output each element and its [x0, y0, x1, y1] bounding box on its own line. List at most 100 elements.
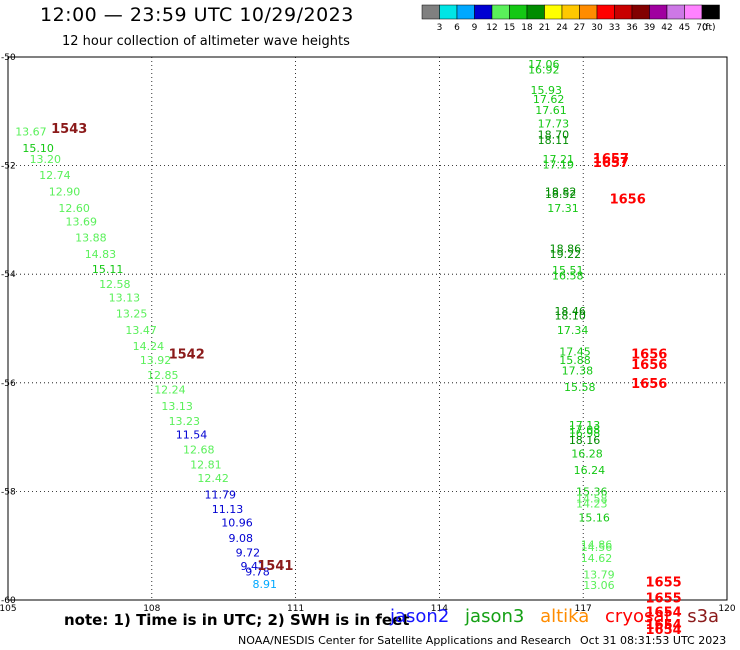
colorbar-label: 6	[454, 23, 460, 33]
pass-time-label: 1657	[593, 152, 629, 167]
swh-value-jason3: 17.21	[542, 153, 574, 166]
swh-value-jason3: 19.22	[550, 248, 582, 261]
pass-time-label: 1656	[631, 347, 667, 362]
y-tick-label: -50	[1, 53, 16, 63]
colorbar-label: 39	[644, 23, 656, 33]
swh-value-jason3: 15.58	[564, 381, 596, 394]
swh-value-jason3: 17.08	[569, 423, 601, 436]
colorbar-swatch	[614, 4, 633, 20]
chart-grid	[7, 56, 728, 601]
legend-jason2: jason2	[390, 606, 450, 627]
colorbar-swatch	[701, 4, 720, 20]
swh-value-s3a: 13.23	[169, 415, 201, 428]
swh-value-jason3: 14.86	[581, 538, 613, 551]
swh-value-s3a: 13.69	[66, 215, 98, 228]
colorbar-swatch	[456, 4, 475, 20]
y-tick-label: -56	[1, 379, 16, 389]
swh-value-s3a: 14.83	[85, 248, 117, 261]
colorbar-label: 12	[486, 23, 497, 33]
swh-value-s3a: 15.11	[92, 263, 124, 276]
colorbar-label: 33	[609, 23, 620, 33]
swh-value-s3a: 12.42	[197, 472, 229, 485]
colorbar-swatch	[474, 4, 493, 20]
pass-time-labels: 1543154215411657165716561656165616561655…	[51, 122, 682, 638]
colorbar-label: 21	[539, 23, 550, 33]
swh-value-jason3: 18.52	[545, 188, 577, 201]
chart-subtitle: 12 hour collection of altimeter wave hei…	[62, 34, 350, 49]
swh-value-s3a: 8.91	[252, 578, 277, 591]
pass-time-label: 1657	[593, 156, 629, 171]
colorbar-label: 42	[661, 23, 672, 33]
footer-timestamp: Oct 31 08:31:53 UTC 2023	[580, 634, 727, 647]
swh-value-jason3: 16.24	[574, 464, 606, 477]
colorbar-swatch	[561, 4, 580, 20]
swh-value-s3a: 9.41	[240, 560, 265, 573]
swh-value-jason3: 13.79	[583, 568, 615, 581]
colorbar-label: 45	[679, 23, 690, 33]
pass-time-label: 1654	[646, 605, 682, 620]
swh-value-s3a: 15.10	[22, 142, 53, 155]
colorbar-swatch	[421, 4, 440, 20]
x-tick-label: 120	[718, 604, 735, 614]
swh-value-jason3: 14.58	[576, 492, 608, 505]
colorbar-label: 3	[437, 23, 443, 33]
colorbar-label: 24	[556, 23, 568, 33]
y-tick-label: -60	[1, 596, 16, 606]
colorbar-label: 30	[591, 23, 603, 33]
colorbar-label: 36	[626, 23, 638, 33]
colorbar-swatch	[596, 4, 615, 20]
x-tick-label: 117	[575, 604, 592, 614]
swh-value-jason3: 15.88	[559, 354, 591, 367]
swh-value-jason3: 16.98	[569, 427, 601, 440]
swh-value-s3a: 12.74	[39, 169, 70, 182]
swh-value-jason3: 17.45	[559, 346, 591, 359]
satellite-legend: jason2 jason3 altika cryosat s3a	[390, 606, 729, 627]
swh-value-jason3: 14.56	[581, 541, 613, 554]
swh-value-s3a: 11.54	[176, 429, 208, 442]
swh-value-s3a: 13.20	[30, 153, 62, 166]
swh-value-s3a: 13.92	[140, 354, 172, 367]
swh-value-jason3: 15.93	[530, 84, 562, 97]
swh-value-s3a: 11.79	[205, 488, 237, 501]
swh-value-s3a: 12.58	[99, 278, 131, 291]
footnote: note: 1) Time is in UTC; 2) SWH is in fe…	[64, 611, 410, 629]
swh-value-jason3: 18.46	[554, 305, 586, 318]
swh-value-jason3: 18.10	[554, 309, 586, 322]
swh-value-jason3: 15.36	[576, 486, 608, 499]
colorbar-swatch	[526, 4, 545, 20]
pass-time-label: 1655	[646, 592, 682, 607]
swh-value-jason3: 17.31	[547, 202, 579, 215]
swh-value-s3a: 14.24	[133, 340, 165, 353]
colorbar-label: 18	[521, 23, 533, 33]
swh-value-jason3: 14.62	[581, 552, 613, 565]
swh-value-s3a: 12.81	[190, 459, 222, 472]
colorbar-unit: (ft)	[702, 23, 716, 33]
legend-altika: altika	[540, 606, 590, 627]
swh-value-s3a: 12.60	[58, 202, 90, 215]
colorbar-swatch	[544, 4, 563, 20]
swh-value-s3a: 9.78	[245, 566, 270, 579]
swh-value-jason3: 14.23	[576, 498, 608, 511]
colorbar-swatch	[509, 4, 528, 20]
chart-title: 12:00 — 23:59 UTC 10/29/2023	[40, 4, 354, 26]
colorbar-swatch	[649, 4, 668, 20]
swh-value-jason3: 17.19	[542, 158, 574, 171]
colorbar-label: 15	[504, 23, 515, 33]
x-axis-ticks: 105 108 111 114 117 120	[0, 604, 736, 614]
pass-time-label: 1656	[631, 358, 667, 373]
color-scale-legend: 3 6 9 12 15 18 21 24 27 30 33 36 39 42 45 70(ft)	[421, 4, 720, 33]
swh-value-jason3: 16.92	[528, 63, 560, 76]
swh-value-s3a: 13.13	[161, 400, 193, 413]
swh-value-jason3: 17.62	[533, 93, 565, 106]
plot-area-frame	[7, 56, 728, 601]
swh-value-jason3: 16.28	[571, 448, 603, 461]
x-tick-label: 108	[143, 604, 160, 614]
colorbar-swatch	[579, 4, 598, 20]
pass-time-label: 1655	[646, 575, 682, 590]
swh-value-jason3: 18.70	[538, 128, 570, 141]
colorbar-swatch	[491, 4, 510, 20]
swh-value-s3a: 10.96	[221, 517, 253, 530]
footer-organization: NOAA/NESDIS Center for Satellite Applica…	[238, 634, 572, 647]
x-tick-label: 111	[287, 604, 304, 614]
